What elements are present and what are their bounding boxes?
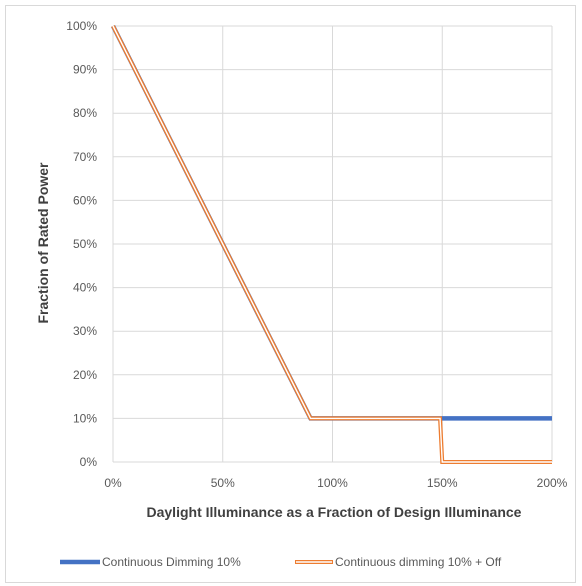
y-tick-label: 90%	[73, 63, 97, 77]
y-tick-label: 0%	[80, 455, 98, 469]
y-axis-title: Fraction of Rated Power	[35, 162, 51, 324]
y-tick-label: 80%	[73, 106, 97, 120]
x-tick-label: 200%	[537, 476, 568, 490]
y-tick-label: 30%	[73, 324, 97, 338]
x-tick-label: 100%	[317, 476, 348, 490]
y-tick-labels: 0% 10% 20% 30% 40% 50% 60% 70% 80% 90% 100%	[66, 19, 97, 469]
x-axis-title: Daylight Illuminance as a Fraction of De…	[147, 504, 522, 520]
series-layer	[110, 24, 553, 464]
chart-frame	[5, 5, 576, 583]
y-tick-label: 40%	[73, 281, 97, 295]
x-tick-label: 0%	[104, 476, 122, 490]
x-tick-label: 150%	[427, 476, 458, 490]
legend: Continuous Dimming 10% Continuous dimming…	[60, 555, 502, 569]
legend-label-dimming: Continuous Dimming 10%	[102, 555, 241, 569]
y-tick-label: 20%	[73, 368, 97, 382]
y-tick-label: 60%	[73, 193, 97, 207]
y-tick-label: 50%	[73, 237, 97, 251]
x-tick-label: 50%	[211, 476, 235, 490]
y-tick-label: 100%	[66, 19, 97, 33]
y-tick-label: 70%	[73, 150, 97, 164]
x-tick-labels: 0% 50% 100% 150% 200%	[104, 476, 567, 490]
y-tick-label: 10%	[73, 411, 97, 425]
legend-label-off: Continuous dimming 10% + Off	[335, 555, 502, 569]
gridlines	[112, 25, 553, 463]
